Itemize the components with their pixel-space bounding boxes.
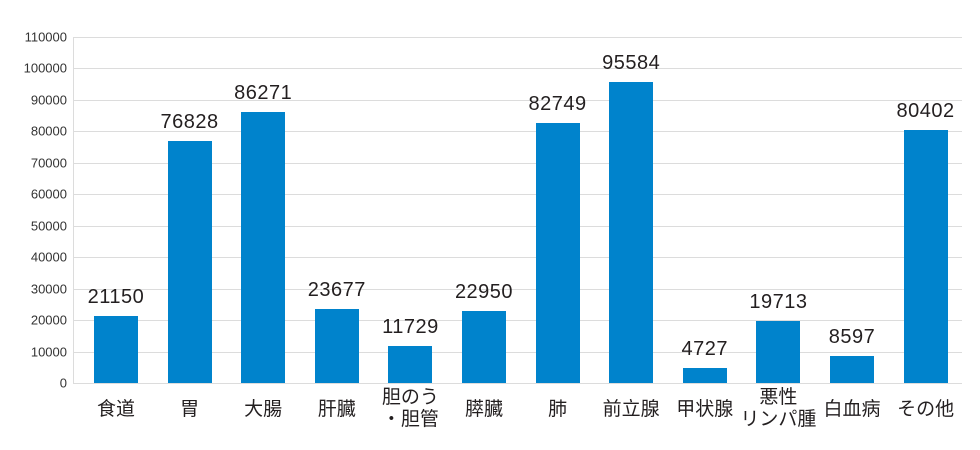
x-tick-label: 前立腺	[602, 398, 660, 420]
data-label: 23677	[307, 278, 366, 301]
gridline	[73, 383, 962, 384]
gridline	[73, 100, 962, 101]
y-tick-label: 40000	[30, 249, 67, 265]
x-tick-label: 甲状腺	[676, 398, 734, 420]
x-tick-label: その他	[897, 398, 955, 420]
data-label: 21150	[87, 286, 145, 309]
gridline	[73, 257, 962, 258]
x-tick-label: 肺	[548, 398, 568, 420]
gridline	[73, 226, 962, 227]
y-axis-line	[73, 37, 74, 384]
bar	[609, 82, 654, 383]
x-tick-label: 大腸	[244, 398, 283, 420]
y-tick-label: 70000	[30, 155, 67, 171]
y-tick-label: 90000	[30, 92, 67, 108]
gridline	[73, 68, 962, 69]
bar	[388, 346, 433, 383]
gridline	[73, 289, 962, 290]
bar	[756, 320, 801, 383]
data-label: 95584	[602, 52, 661, 75]
x-tick-label: 白血病	[823, 398, 881, 420]
data-label: 82749	[528, 92, 587, 115]
x-tick-label: 胃	[180, 398, 200, 420]
y-tick-label: 50000	[30, 218, 67, 234]
y-tick-label: 60000	[30, 186, 67, 202]
x-tick-label: 膵臓	[464, 398, 503, 420]
data-label: 22950	[454, 280, 514, 303]
gridline	[73, 352, 962, 353]
gridline	[73, 131, 962, 132]
x-tick-label: 食道	[96, 398, 135, 420]
gridline	[73, 320, 962, 321]
bar	[314, 308, 359, 383]
bar	[167, 141, 212, 383]
y-tick-label: 20000	[30, 312, 67, 328]
bar	[903, 130, 948, 383]
data-label: 8597	[828, 325, 876, 348]
data-label: 80402	[896, 100, 955, 123]
data-label: 19713	[749, 290, 808, 313]
y-tick-label: 0	[59, 375, 67, 391]
y-tick-label: 10000	[30, 344, 67, 360]
y-tick-label: 80000	[30, 123, 67, 139]
data-label: 11729	[382, 316, 439, 339]
x-tick-label: 肝臓	[317, 398, 356, 420]
data-label: 76828	[160, 111, 219, 134]
bar	[94, 316, 138, 383]
bar	[462, 310, 506, 383]
gridline	[73, 194, 962, 195]
bar	[535, 122, 580, 383]
bar	[241, 111, 286, 383]
y-tick-label: 110000	[24, 29, 67, 45]
bar	[682, 368, 727, 383]
y-tick-label: 30000	[30, 281, 67, 297]
x-tick-label: 胆のう ・胆管	[381, 386, 439, 430]
gridline	[73, 37, 962, 38]
y-tick-label: 100000	[23, 60, 67, 76]
gridline	[73, 163, 962, 164]
data-label: 4727	[681, 338, 729, 361]
x-tick-label: 悪性 リンパ腫	[740, 386, 817, 430]
bar	[830, 355, 874, 383]
data-label: 86271	[234, 81, 293, 104]
